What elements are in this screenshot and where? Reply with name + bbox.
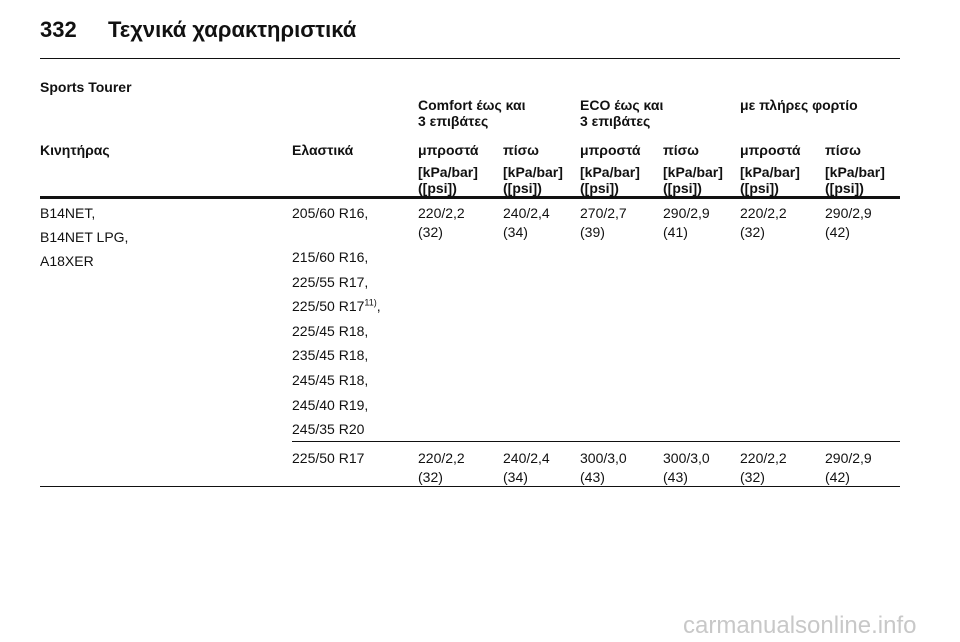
- unit-header: [kPa/bar]: [663, 164, 723, 180]
- pressure: 220/2,2: [740, 450, 787, 466]
- pressure: (32): [418, 224, 443, 240]
- engine: A18XER: [40, 253, 94, 269]
- unit-header: [kPa/bar]: [740, 164, 800, 180]
- unit-header: ([psi]): [418, 180, 457, 196]
- unit-header: ([psi]): [740, 180, 779, 196]
- unit-header: [kPa/bar]: [503, 164, 563, 180]
- tyre-size: 245/40 R19,: [292, 396, 369, 413]
- column-header: Κινητήρας: [40, 142, 110, 158]
- unit-header: [kPa/bar]: [580, 164, 640, 180]
- tyre: 225/55 R17,: [292, 273, 368, 291]
- tyre: 215/60 R16,: [292, 248, 368, 266]
- table-bottom-rule: [40, 486, 900, 487]
- watermark: carmanualsonline.info: [683, 612, 917, 639]
- unit-header: ([psi]): [825, 180, 864, 196]
- column-header: Ελαστικά: [292, 142, 354, 158]
- engine: B14NET,: [40, 205, 96, 221]
- column-header: πίσω: [503, 142, 540, 158]
- unit-header: ([psi]): [580, 180, 619, 196]
- column-header: μπροστά: [418, 142, 479, 158]
- tyre-size: 225/50 R17: [292, 450, 365, 466]
- header-bottom-rule: [40, 196, 900, 199]
- pressure: 290/2,9: [825, 450, 872, 466]
- pressure: (39): [580, 224, 605, 240]
- engine: B14NET LPG,: [40, 229, 129, 245]
- tyre-size: 245/45 R18,: [292, 372, 369, 388]
- column-header: πίσω: [825, 142, 862, 158]
- unit-header: ([psi]): [503, 180, 542, 196]
- pressure: (32): [740, 224, 765, 240]
- pressure: 290/2,9: [825, 205, 872, 221]
- section-title: Sports Tourer: [40, 79, 132, 95]
- pressure: 240/2,4: [503, 450, 550, 466]
- unit-header: [kPa/bar]: [825, 164, 885, 180]
- page-number: 332: [40, 17, 77, 42]
- pressure: (32): [418, 469, 443, 485]
- group-header: με πλήρες φορτίο: [740, 97, 858, 113]
- pressure: 220/2,2: [740, 205, 787, 221]
- tyre-size: 215/60 R16,: [292, 249, 369, 265]
- group-header: 3 επιβάτες: [418, 113, 489, 129]
- column-header: μπροστά: [740, 142, 801, 158]
- pressure: (43): [663, 469, 688, 485]
- pressure: (42): [825, 469, 850, 485]
- pressure: (34): [503, 224, 528, 240]
- page-title: Τεχνικά χαρακτηριστικά: [108, 17, 357, 42]
- pressure: 220/2,2: [418, 450, 465, 466]
- row-rule: [292, 441, 900, 442]
- pressure: (43): [580, 469, 605, 485]
- tyre: 225/50 R17: [292, 449, 364, 467]
- pressure: (42): [825, 224, 850, 240]
- pressure: 240/2,4: [503, 205, 550, 221]
- tyre-size: 235/45 R18,: [292, 347, 369, 364]
- pressure: 220/2,2: [418, 205, 465, 221]
- unit-header: [kPa/bar]: [418, 164, 478, 180]
- column-header: μπροστά: [580, 142, 641, 158]
- header-rule: [40, 58, 900, 59]
- unit-header: ([psi]): [663, 180, 702, 196]
- tyre: 205/60 R16,: [292, 204, 368, 222]
- tyre-size: 205/60 R16,: [292, 205, 369, 221]
- tyre: 225/45 R18,: [292, 322, 368, 340]
- pressure: 270/2,7: [580, 205, 627, 221]
- pressure: 300/3,0: [580, 450, 627, 466]
- group-header: Comfort έως και: [418, 97, 526, 113]
- tyre-size: 245/35 R20: [292, 421, 365, 438]
- tyre-size: 225/45 R18,: [292, 322, 369, 339]
- tyre: 245/40 R19,: [292, 396, 368, 414]
- separator: ,: [376, 298, 381, 315]
- pressure: (34): [503, 469, 528, 485]
- pressure: 300/3,0: [663, 450, 710, 466]
- tyre-size: 225/55 R17,: [292, 273, 369, 290]
- tyre: 245/45 R18,: [292, 371, 368, 389]
- column-header: πίσω: [663, 142, 700, 158]
- group-header: 3 επιβάτες: [580, 113, 651, 129]
- tyre-size: 225/50 R17: [292, 298, 365, 315]
- tyre: 235/45 R18,: [292, 346, 368, 364]
- tyre: 225/50 R1711),: [292, 297, 381, 315]
- pressure: 290/2,9: [663, 205, 710, 221]
- pressure: (41): [663, 224, 688, 240]
- footnote-ref: 11): [364, 297, 377, 308]
- group-header: ECO έως και: [580, 97, 664, 113]
- pressure: (32): [740, 469, 765, 485]
- tyre: 245/35 R20: [292, 420, 364, 438]
